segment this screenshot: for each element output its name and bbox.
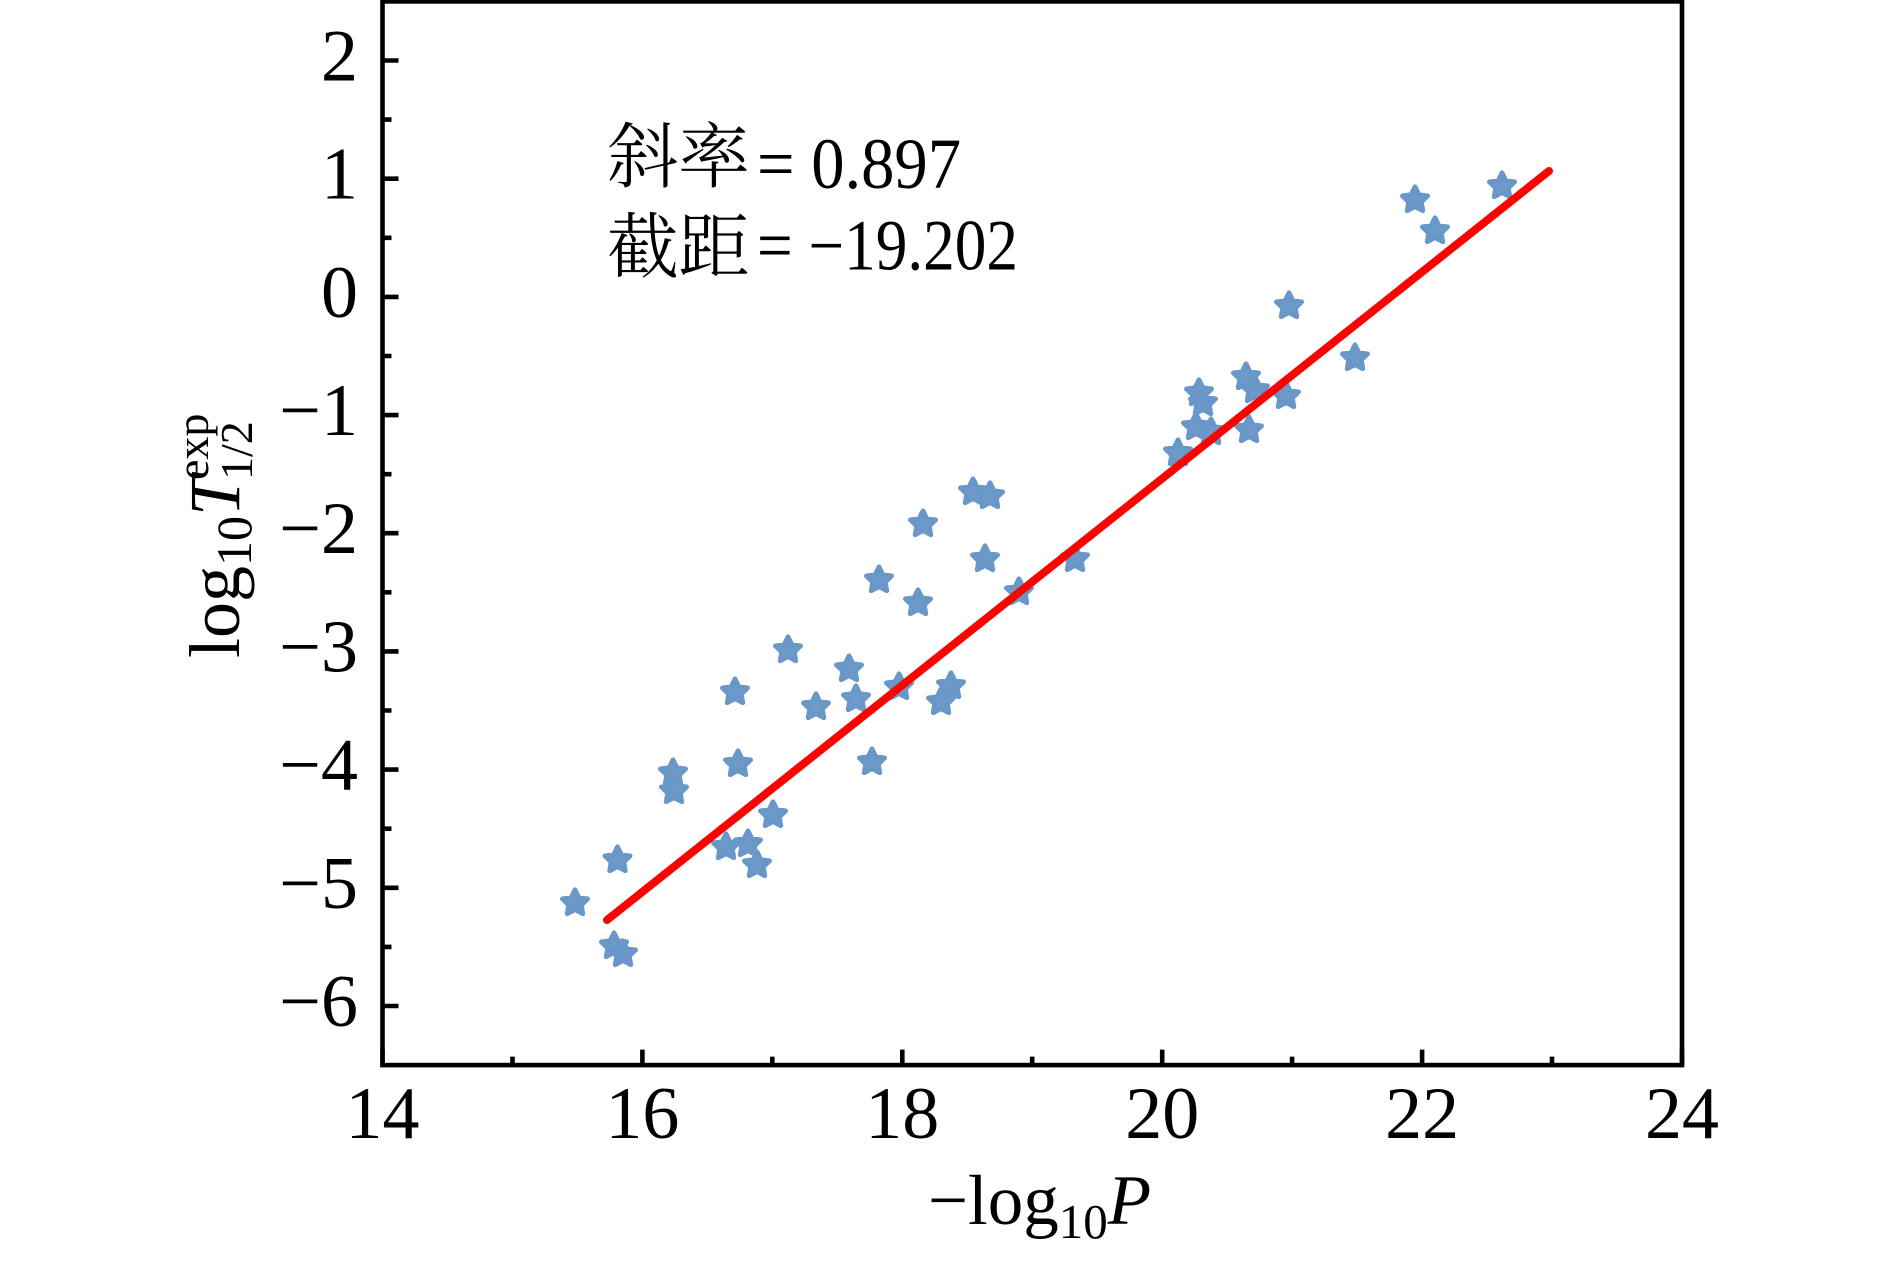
svg-text:1/2: 1/2 xyxy=(211,421,262,480)
svg-text:18: 18 xyxy=(865,1073,939,1155)
svg-text:−5: −5 xyxy=(279,843,358,925)
svg-text:0: 0 xyxy=(321,252,358,334)
svg-text:−1: −1 xyxy=(279,370,358,452)
svg-text:exp: exp xyxy=(167,414,218,480)
svg-text:1: 1 xyxy=(321,134,358,216)
svg-text:16: 16 xyxy=(605,1073,679,1155)
svg-text:log10T: log10T xyxy=(175,471,262,658)
svg-text:−log10P: −log10P xyxy=(928,1162,1151,1249)
svg-text:20: 20 xyxy=(1125,1073,1199,1155)
svg-text:2: 2 xyxy=(321,16,358,98)
svg-text:−2: −2 xyxy=(279,488,358,570)
svg-text:22: 22 xyxy=(1385,1073,1459,1155)
svg-text:24: 24 xyxy=(1645,1073,1719,1155)
svg-text:= −19.202: = −19.202 xyxy=(757,206,1018,286)
svg-text:−3: −3 xyxy=(279,606,358,688)
svg-text:14: 14 xyxy=(346,1073,420,1155)
svg-text:−4: −4 xyxy=(279,725,358,807)
svg-text:−6: −6 xyxy=(279,961,358,1043)
svg-text:= 0.897: = 0.897 xyxy=(757,124,961,204)
